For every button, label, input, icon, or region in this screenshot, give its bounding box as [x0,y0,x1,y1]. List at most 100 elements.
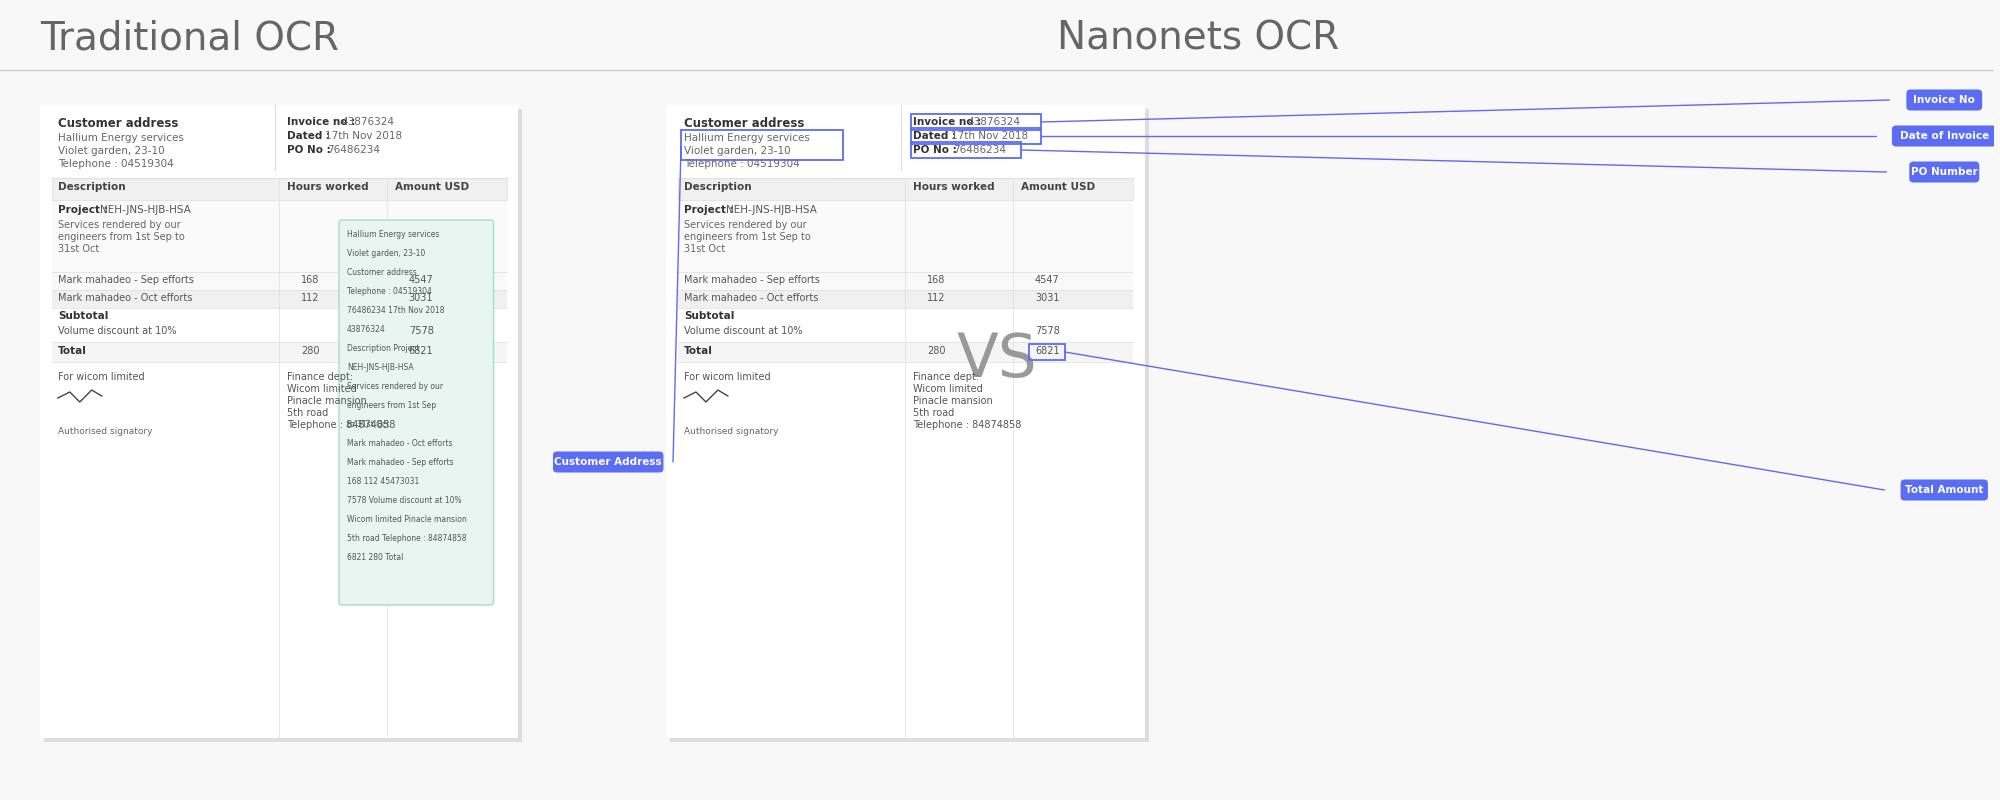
Text: 6821: 6821 [408,346,434,356]
Text: 3031: 3031 [1034,293,1060,303]
Text: Total: Total [58,346,86,356]
Text: Mark mahadeo - Sep efforts: Mark mahadeo - Sep efforts [346,458,454,467]
Text: 17th Nov 2018: 17th Nov 2018 [326,131,402,141]
Text: Pinacle mansion: Pinacle mansion [914,396,994,406]
Text: 6821: 6821 [1034,346,1060,356]
Text: NEH-JNS-HJB-HSA: NEH-JNS-HJB-HSA [726,205,816,215]
Text: 168 112 45473031: 168 112 45473031 [346,477,420,486]
FancyBboxPatch shape [1906,90,1982,110]
Text: Hallium Energy services: Hallium Energy services [684,133,810,143]
Text: 280: 280 [928,346,946,356]
Text: Authorised signatory: Authorised signatory [684,427,778,436]
Text: 7578: 7578 [1034,326,1060,336]
Text: 76486234: 76486234 [328,145,380,155]
FancyBboxPatch shape [1892,126,1996,146]
Text: Project :: Project : [684,205,734,215]
Text: Hours worked: Hours worked [288,182,368,192]
Text: Amount USD: Amount USD [394,182,468,192]
Text: PO Number: PO Number [1910,167,1978,177]
Text: Hallium Energy services: Hallium Energy services [58,133,184,143]
FancyBboxPatch shape [40,105,518,738]
Text: Mark mahadeo - Sep efforts: Mark mahadeo - Sep efforts [684,275,820,285]
Text: Finance dept:: Finance dept: [288,372,354,382]
FancyBboxPatch shape [1910,162,1980,182]
Text: Amount USD: Amount USD [1020,182,1096,192]
Text: Customer address: Customer address [346,268,416,277]
FancyBboxPatch shape [678,200,1132,272]
Text: engineers from 1st Sep to: engineers from 1st Sep to [58,232,184,242]
Text: 43876324: 43876324 [340,117,394,127]
Text: engineers from 1st Sep to: engineers from 1st Sep to [684,232,810,242]
Text: 43876324: 43876324 [346,325,386,334]
Text: Subtotal: Subtotal [58,311,108,321]
FancyBboxPatch shape [678,272,1132,290]
Text: Description: Description [58,182,126,192]
Text: Volume discount at 10%: Volume discount at 10% [684,326,802,336]
Text: Subtotal: Subtotal [684,311,734,321]
Text: 3031: 3031 [408,293,434,303]
Text: 7578 Volume discount at 10%: 7578 Volume discount at 10% [346,496,462,505]
FancyBboxPatch shape [52,200,506,272]
FancyBboxPatch shape [678,342,1132,362]
Text: Dated :: Dated : [914,131,956,141]
Text: Description Project: Description Project [346,344,420,353]
Text: Mark mahadeo - Oct efforts: Mark mahadeo - Oct efforts [58,293,192,303]
Text: NEH-JNS-HJB-HSA: NEH-JNS-HJB-HSA [346,363,414,372]
FancyBboxPatch shape [44,109,522,742]
Text: 76486234: 76486234 [954,145,1006,155]
Text: Pinacle mansion: Pinacle mansion [288,396,366,406]
Text: Customer address: Customer address [58,117,178,130]
Text: Traditional OCR: Traditional OCR [40,20,338,58]
Text: Nanonets OCR: Nanonets OCR [1056,20,1340,58]
Text: Mark mahadeo - Oct efforts: Mark mahadeo - Oct efforts [684,293,818,303]
FancyBboxPatch shape [670,109,1148,742]
Text: 31st Oct: 31st Oct [684,244,726,254]
Text: For wicom limited: For wicom limited [684,372,770,382]
Text: Telephone : 84874858: Telephone : 84874858 [914,420,1022,430]
Text: 7578: 7578 [408,326,434,336]
Text: Invoice no :: Invoice no : [914,117,982,127]
FancyBboxPatch shape [1900,479,1988,501]
Text: 112: 112 [302,293,320,303]
Text: 43876324: 43876324 [968,117,1020,127]
Text: Wicom limited: Wicom limited [288,384,356,394]
FancyBboxPatch shape [52,342,506,362]
Text: For wicom limited: For wicom limited [58,372,144,382]
Text: Total Amount: Total Amount [1906,485,1984,495]
Text: Finance dept:: Finance dept: [914,372,980,382]
Text: Customer Address: Customer Address [554,457,662,467]
Text: Dated :: Dated : [288,131,330,141]
Text: 5th road Telephone : 84874858: 5th road Telephone : 84874858 [346,534,466,543]
Text: Telephone : 04519304: Telephone : 04519304 [684,159,800,169]
Text: 112: 112 [928,293,946,303]
Text: 4547: 4547 [408,275,434,285]
Text: 5th road: 5th road [914,408,954,418]
Text: 17th Nov 2018: 17th Nov 2018 [952,131,1028,141]
FancyBboxPatch shape [678,290,1132,308]
Text: Services rendered by our: Services rendered by our [346,382,444,391]
Text: Project :: Project : [58,205,108,215]
Text: Invoice No: Invoice No [1914,95,1976,105]
Text: Invoice no :: Invoice no : [288,117,356,127]
Text: Customer address: Customer address [684,117,804,130]
Text: Total: Total [684,346,712,356]
FancyBboxPatch shape [52,290,506,308]
Text: Services rendered by our: Services rendered by our [58,220,180,230]
Text: Hallium Energy services: Hallium Energy services [346,230,440,239]
FancyBboxPatch shape [340,220,494,605]
FancyBboxPatch shape [52,272,506,290]
Text: Authorised signatory: Authorised signatory [58,427,152,436]
Text: 168: 168 [928,275,946,285]
Text: Date of Invoice: Date of Invoice [1900,131,1988,141]
Text: to 31st Oct: to 31st Oct [346,420,390,429]
Text: Telephone : 04519304: Telephone : 04519304 [58,159,174,169]
FancyBboxPatch shape [52,178,506,200]
Text: Hours worked: Hours worked [914,182,994,192]
Text: Telephone : 84874858: Telephone : 84874858 [288,420,396,430]
Text: Telephone : 04519304: Telephone : 04519304 [346,287,432,296]
Text: 6821 280 Total: 6821 280 Total [346,553,404,562]
Text: Wicom limited Pinacle mansion: Wicom limited Pinacle mansion [346,515,466,524]
Text: Description: Description [684,182,752,192]
Text: PO No :: PO No : [288,145,330,155]
Text: NEH-JNS-HJB-HSA: NEH-JNS-HJB-HSA [100,205,190,215]
